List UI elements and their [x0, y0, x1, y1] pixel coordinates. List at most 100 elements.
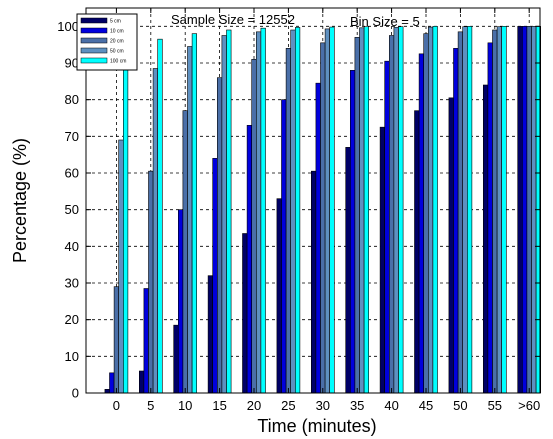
y-tick-label: 50 [65, 202, 79, 217]
bar [345, 147, 351, 394]
bar [178, 209, 184, 394]
legend: 5 cm 10 cm 20 cm 50 cm 100 cm [76, 13, 138, 71]
bar [388, 35, 395, 394]
y-tick-label: 40 [65, 239, 79, 254]
bar [315, 82, 321, 394]
bar [285, 48, 292, 394]
x-tick-label: 20 [247, 398, 261, 413]
bar [187, 46, 193, 394]
x-tick-label: >60 [518, 398, 540, 413]
bar [246, 125, 253, 394]
bar [329, 26, 335, 394]
bar [423, 33, 429, 394]
bar [157, 38, 163, 394]
x-tick-label: 40 [384, 398, 398, 413]
x-axis-ticks: 0 5 10 15 20 25 30 35 40 45 50 55 >60 [113, 8, 540, 413]
bar [418, 53, 425, 394]
bar [517, 26, 523, 394]
bar [113, 286, 119, 394]
bar [123, 62, 129, 394]
bar [207, 275, 214, 394]
bar [432, 26, 438, 394]
legend-swatch [80, 57, 108, 64]
legend-label: 20 cm [110, 39, 124, 45]
bar [462, 26, 468, 394]
x-tick-label: 45 [419, 398, 433, 413]
y-tick-label: 30 [65, 276, 79, 291]
bar [414, 110, 420, 394]
bar [492, 29, 498, 394]
bar [276, 198, 282, 394]
legend-label: 5 cm [110, 19, 121, 25]
legend-swatch [80, 47, 108, 54]
legend-swatch [80, 27, 108, 34]
bar [349, 70, 356, 394]
y-tick-label: 90 [65, 56, 79, 71]
bar [379, 126, 386, 394]
bar [226, 29, 232, 394]
y-tick-label: 60 [65, 166, 79, 181]
bar [398, 26, 404, 394]
x-tick-label: 15 [212, 398, 226, 413]
x-tick-label: 10 [178, 398, 192, 413]
y-tick-label: 10 [65, 349, 79, 364]
bar [148, 170, 154, 394]
bar [482, 84, 489, 394]
bar [109, 372, 115, 394]
bar [324, 28, 331, 394]
legend-items: 5 cm 10 cm 20 cm 50 cm 100 cm [80, 17, 126, 65]
legend-label: 100 cm [110, 59, 126, 65]
bar [521, 26, 528, 394]
bar [221, 35, 227, 394]
bar [363, 26, 370, 394]
bar [143, 288, 149, 394]
bar [526, 26, 532, 394]
bar [294, 27, 301, 394]
plot-frame [85, 7, 541, 394]
bar [359, 27, 365, 394]
bar [354, 37, 360, 394]
y-tick-label: 100 [57, 19, 79, 34]
bar [427, 26, 434, 394]
bar [466, 26, 473, 394]
y-tick-label: 70 [65, 129, 79, 144]
bar [217, 77, 223, 394]
bar [448, 97, 454, 394]
bar [251, 59, 257, 394]
x-tick-label: 0 [113, 398, 120, 413]
y-axis-ticks: 0 10 20 30 40 50 60 70 80 90 100 [57, 19, 540, 401]
x-tick-label: 50 [453, 398, 467, 413]
bar [384, 60, 390, 394]
bar [173, 324, 179, 394]
legend-swatch [80, 17, 108, 24]
x-axis-label: Time (minutes) [257, 416, 376, 436]
x-tick-label: 25 [281, 398, 295, 413]
bar [255, 31, 262, 394]
bar [139, 370, 145, 394]
y-tick-label: 0 [72, 386, 79, 401]
bin-size-annotation: Bin Size = 5 [350, 14, 420, 29]
y-tick-label: 80 [65, 92, 79, 107]
bar [104, 389, 110, 394]
x-tick-label: 30 [316, 398, 330, 413]
bar [501, 26, 507, 394]
bar [457, 31, 464, 394]
legend-label: 50 cm [110, 49, 124, 55]
x-tick-label: 35 [350, 398, 364, 413]
bar [191, 33, 198, 394]
bar [182, 110, 188, 394]
bar [212, 158, 218, 394]
x-tick-label: 55 [488, 398, 502, 413]
bar [393, 27, 399, 394]
bar [118, 139, 124, 394]
y-axis-label: Percentage (%) [10, 138, 30, 263]
bar [281, 99, 287, 394]
legend-label: 10 cm [110, 29, 124, 35]
bar [310, 170, 317, 394]
bar [260, 27, 266, 394]
bar [320, 42, 326, 394]
bar [487, 42, 493, 394]
y-tick-label: 20 [65, 312, 79, 327]
legend-swatch [80, 37, 108, 44]
